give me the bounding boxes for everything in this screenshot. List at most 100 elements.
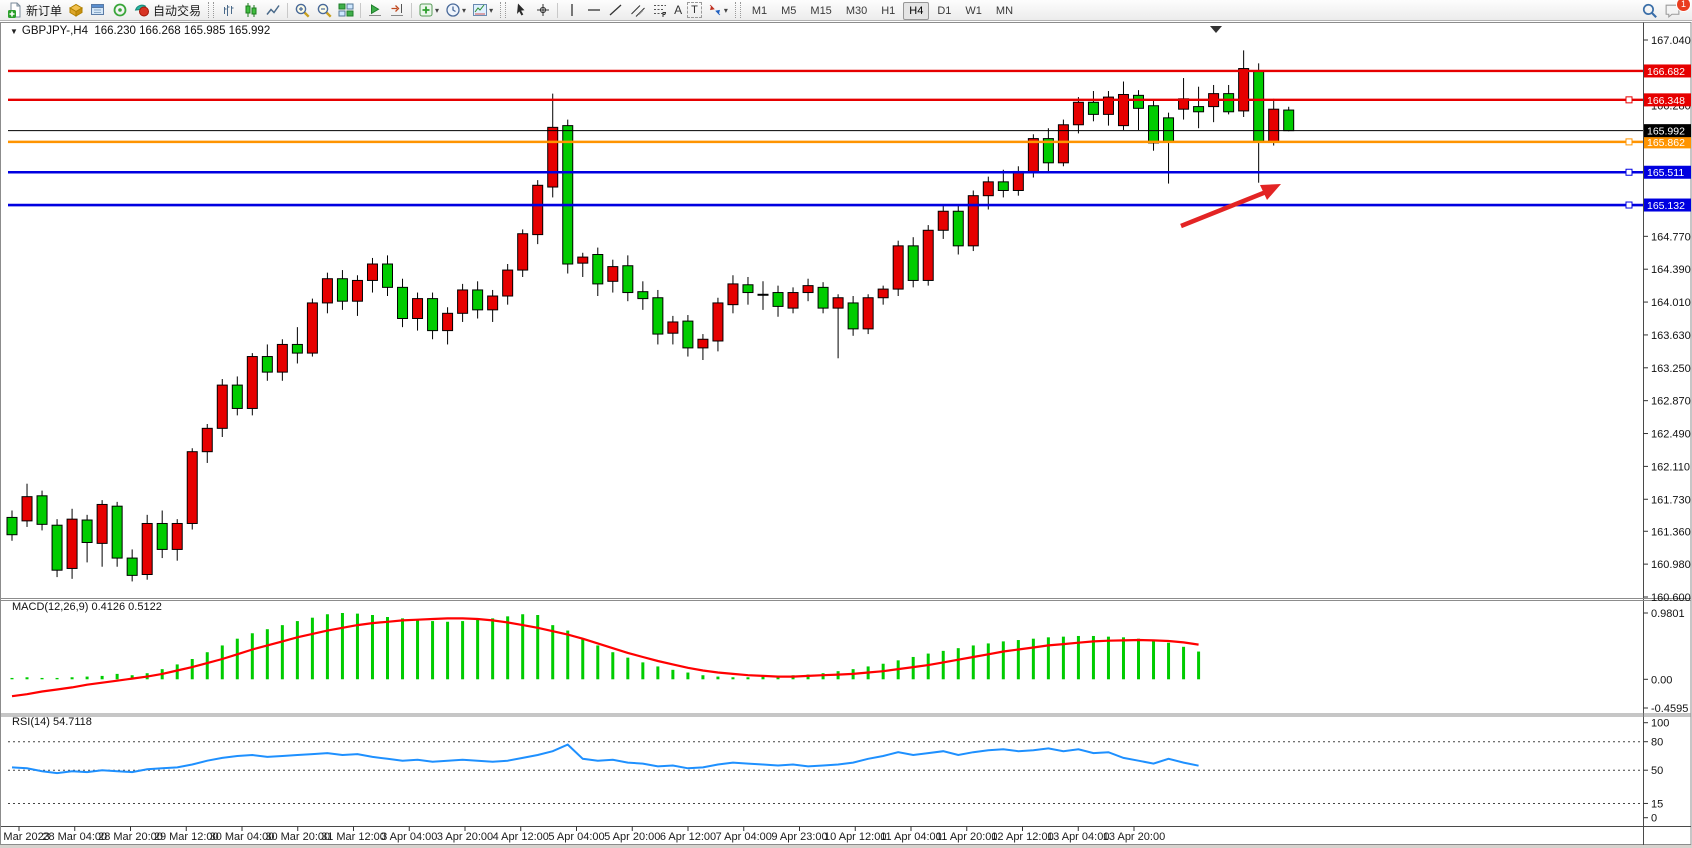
indicators-dropdown-caret[interactable]: ▾ <box>435 5 440 15</box>
signals-button[interactable] <box>109 1 131 20</box>
candle-body <box>517 233 529 271</box>
auto-scroll-button[interactable] <box>364 1 386 20</box>
candle-body <box>742 284 754 294</box>
timeframe-button-m5[interactable]: M5 <box>781 5 797 17</box>
package-button[interactable] <box>65 1 87 20</box>
candle-body <box>1012 170 1024 191</box>
periods-button[interactable]: ▾ <box>442 1 469 20</box>
candle-body <box>306 302 318 354</box>
search-button[interactable] <box>1638 1 1661 20</box>
bar-chart-icon <box>224 5 234 16</box>
trend-arrow[interactable] <box>1180 184 1281 229</box>
chart-dropdown-icon[interactable]: ▼ <box>10 27 18 36</box>
line-handle[interactable] <box>1625 138 1633 146</box>
equidistant-channel-button[interactable] <box>627 1 649 20</box>
toolbar-grip[interactable] <box>734 2 741 18</box>
tile-windows-button[interactable] <box>335 1 357 20</box>
svg-text:164.390: 164.390 <box>1651 264 1691 276</box>
zoom-in-button[interactable] <box>291 1 313 20</box>
crosshair-button[interactable] <box>532 1 554 20</box>
templates-dropdown-caret[interactable]: ▾ <box>489 5 494 15</box>
candle-body <box>1057 124 1069 164</box>
text-tool-button[interactable]: A <box>671 1 685 20</box>
market-watch-button[interactable] <box>87 1 109 20</box>
timeframe-button-m15[interactable]: M15 <box>810 5 832 17</box>
svg-text:0.9801: 0.9801 <box>1651 608 1685 620</box>
timeframe-button-d1[interactable]: D1 <box>937 5 952 17</box>
label-tool-button[interactable]: T <box>687 2 702 18</box>
chart-title: ▼ GBPJPY-,H4 166.230 166.268 165.985 165.… <box>10 25 270 37</box>
vertical-line-button[interactable] <box>561 1 583 20</box>
auto-trading-button[interactable]: 自动交易 <box>131 1 204 20</box>
new-order-icon <box>8 2 21 18</box>
svg-text:11 Apr 20:00: 11 Apr 20:00 <box>936 831 998 843</box>
toolbar: 新订单 自动交易 <box>0 0 1692 21</box>
candle-body <box>757 293 769 296</box>
timeframe-button-h4[interactable]: H4 <box>903 2 930 20</box>
candles-layer <box>6 50 1295 582</box>
candle-body <box>1027 138 1039 172</box>
svg-text:166.348: 166.348 <box>1647 95 1685 107</box>
trendline-button[interactable] <box>605 1 627 20</box>
timeframe-button-w1[interactable]: W1 <box>965 5 982 17</box>
arrows-dropdown-caret[interactable]: ▾ <box>723 5 728 15</box>
horizontal-line-icon <box>588 9 601 11</box>
svg-text:167.040: 167.040 <box>1651 35 1691 47</box>
svg-text:165.862: 165.862 <box>1647 137 1685 149</box>
timeframe-button-mn[interactable]: MN <box>995 5 1014 17</box>
fibonacci-button[interactable] <box>649 1 671 20</box>
candle-body <box>201 427 213 453</box>
new-order-button[interactable]: 新订单 <box>4 1 65 20</box>
window-bottom-edge <box>0 845 1692 848</box>
arrows-tool-button[interactable]: ▾ <box>704 1 731 20</box>
candle-body <box>261 356 273 373</box>
candle-body <box>727 283 739 306</box>
candlestick-chart-button[interactable] <box>240 1 262 20</box>
zoom-out-button[interactable] <box>313 1 335 20</box>
package-icon <box>69 3 84 17</box>
candle-body <box>1223 93 1235 113</box>
svg-text:166.682: 166.682 <box>1647 66 1685 78</box>
line-chart-button[interactable] <box>262 1 284 20</box>
candle-body <box>607 266 619 282</box>
chart-shift-button[interactable] <box>386 1 408 20</box>
candle-body <box>787 292 799 309</box>
svg-text:27 Mar 2023: 27 Mar 2023 <box>0 831 50 843</box>
timeframe-button-m30[interactable]: M30 <box>845 5 868 17</box>
timeframe-button-h1[interactable]: H1 <box>881 5 896 17</box>
chart-shift-marker[interactable] <box>1210 26 1222 33</box>
hlines-layer[interactable] <box>8 69 1643 209</box>
svg-text:164.010: 164.010 <box>1651 297 1691 309</box>
timeframe-button-m1[interactable]: M1 <box>751 5 768 17</box>
indicators-button[interactable]: ▾ <box>415 1 442 20</box>
search-icon <box>1642 3 1657 18</box>
cursor-button[interactable] <box>510 1 532 20</box>
price-label-box-166.682 <box>1644 64 1691 78</box>
candle-body <box>21 496 33 522</box>
svg-text:-0.4595: -0.4595 <box>1651 703 1688 715</box>
bar-chart-button[interactable] <box>218 1 240 20</box>
candle-body <box>1117 93 1129 127</box>
chart-shift-icon <box>391 4 404 16</box>
line-handle[interactable] <box>1625 96 1633 104</box>
candle-body <box>622 265 634 294</box>
candle-body <box>1102 96 1114 115</box>
line-handle[interactable] <box>1625 201 1633 209</box>
timeframe-toolbar: M1 M5 M15 M30 H1 H4 D1 W1 MN <box>745 1 1020 20</box>
arrows-tool-icon <box>709 4 721 16</box>
toolbar-grip[interactable] <box>500 2 507 18</box>
toolbar-grip[interactable] <box>208 2 215 18</box>
price-label-box-166.348 <box>1644 93 1691 107</box>
candle-body <box>1133 94 1144 109</box>
line-handle[interactable] <box>1625 168 1633 176</box>
signals-icon <box>113 3 127 17</box>
periods-dropdown-caret[interactable]: ▾ <box>462 5 467 15</box>
templates-button[interactable]: ▾ <box>469 1 496 20</box>
candle-body <box>997 181 1009 191</box>
chart-quote-ohlc: 166.230 166.268 165.985 165.992 <box>94 25 271 37</box>
horizontal-line-button[interactable] <box>583 1 605 20</box>
svg-text:160.600: 160.600 <box>1651 592 1691 604</box>
notifications-button[interactable]: 1 <box>1661 0 1691 20</box>
